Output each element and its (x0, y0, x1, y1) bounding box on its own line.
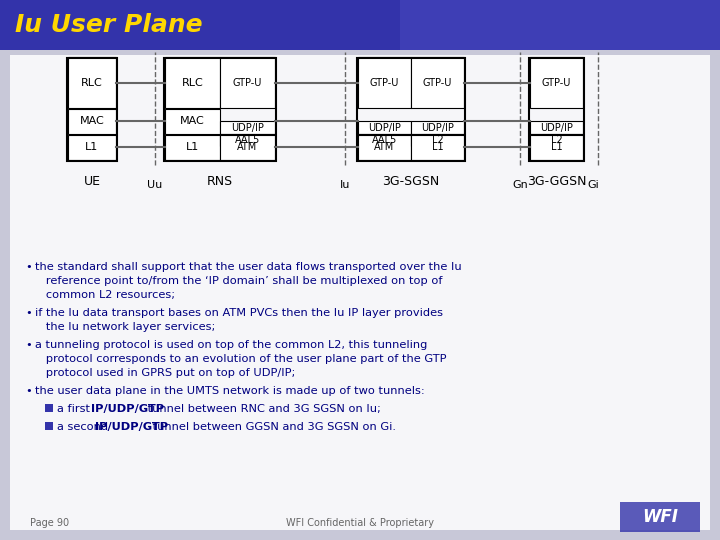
Text: UDP/IP: UDP/IP (421, 123, 454, 132)
Text: GTP-U: GTP-U (423, 78, 452, 87)
Bar (10, 55, 710, 530)
Text: Iu User Plane: Iu User Plane (15, 13, 202, 37)
Text: protocol corresponds to an evolution of the user plane part of the GTP: protocol corresponds to an evolution of … (35, 354, 446, 364)
Text: a second: a second (57, 422, 112, 432)
Text: L2: L2 (551, 135, 562, 145)
Text: reference point to/from the ‘IP domain’ shall be multiplexed on top of: reference point to/from the ‘IP domain’ … (35, 276, 443, 286)
Text: common L2 resources;: common L2 resources; (35, 290, 175, 300)
Bar (165, 135, 220, 160)
Text: GTP-U: GTP-U (233, 78, 262, 87)
Text: the Iu network layer services;: the Iu network layer services; (35, 322, 215, 332)
Text: GTP-U: GTP-U (542, 78, 571, 87)
Bar (400, 0, 720, 50)
Bar (68, 57, 116, 108)
Bar (45, 404, 53, 412)
Text: UDP/IP: UDP/IP (231, 123, 264, 132)
Bar (165, 109, 220, 134)
Bar (165, 57, 220, 108)
Text: protocol used in GPRS put on top of UDP/IP;: protocol used in GPRS put on top of UDP/… (35, 368, 295, 378)
Text: L1: L1 (432, 143, 444, 152)
Bar (411, 57, 464, 108)
Text: if the Iu data transport bases on ATM PVCs then the Iu IP layer provides: if the Iu data transport bases on ATM PV… (35, 308, 443, 318)
Text: •: • (25, 308, 32, 318)
Text: GTP-U: GTP-U (370, 78, 399, 87)
Bar (530, 134, 583, 146)
Text: •: • (25, 262, 32, 272)
Text: Gn: Gn (512, 180, 528, 190)
Text: WFI Confidential & Proprietary: WFI Confidential & Proprietary (286, 518, 434, 528)
Text: L2: L2 (431, 135, 444, 145)
Bar (45, 422, 53, 430)
Text: RLC: RLC (181, 78, 203, 87)
Text: tunnel between GGSN and 3G SGSN on Gi.: tunnel between GGSN and 3G SGSN on Gi. (148, 422, 396, 432)
Text: Iu: Iu (340, 180, 350, 190)
Text: AAL5: AAL5 (235, 135, 260, 145)
Bar (358, 121, 411, 134)
Bar (358, 134, 411, 146)
Bar (411, 135, 464, 160)
Bar (68, 135, 116, 160)
Bar (220, 57, 275, 108)
Text: UDP/IP: UDP/IP (540, 123, 573, 132)
Text: L1: L1 (186, 143, 199, 152)
Text: UE: UE (84, 175, 101, 188)
Bar (164, 58, 276, 161)
Bar (68, 109, 116, 134)
Text: RNS: RNS (207, 175, 233, 188)
Bar (0, 0, 720, 50)
Text: RLC: RLC (81, 78, 103, 87)
Bar (67, 58, 117, 161)
Text: Page 90: Page 90 (30, 518, 69, 528)
Text: the standard shall support that the user data flows transported over the Iu: the standard shall support that the user… (35, 262, 462, 272)
Text: a first: a first (57, 404, 94, 414)
Text: 3G-GGSN: 3G-GGSN (527, 175, 586, 188)
Text: tunnel between RNC and 3G SGSN on Iu;: tunnel between RNC and 3G SGSN on Iu; (145, 404, 382, 414)
Text: Gi: Gi (587, 180, 599, 190)
Text: AAL5: AAL5 (372, 135, 397, 145)
Bar (220, 135, 275, 160)
Bar (530, 121, 583, 134)
Text: L1: L1 (86, 143, 99, 152)
Text: the user data plane in the UMTS network is made up of two tunnels:: the user data plane in the UMTS network … (35, 386, 425, 396)
Bar (530, 57, 583, 108)
Text: MAC: MAC (180, 117, 205, 126)
Bar (530, 135, 583, 160)
Text: •: • (25, 386, 32, 396)
Bar (357, 58, 465, 161)
Text: ATM: ATM (374, 143, 395, 152)
Text: MAC: MAC (80, 117, 104, 126)
Text: Uu: Uu (148, 180, 163, 190)
Text: •: • (25, 340, 32, 350)
Bar (358, 135, 411, 160)
Bar (620, 502, 700, 532)
Text: ATM: ATM (238, 143, 258, 152)
Text: L1: L1 (551, 143, 562, 152)
Bar (411, 121, 464, 134)
Text: a tunneling protocol is used on top of the common L2, this tunneling: a tunneling protocol is used on top of t… (35, 340, 428, 350)
Text: WFI: WFI (642, 508, 678, 526)
Bar (411, 134, 464, 146)
Text: IP/UDP/GTP: IP/UDP/GTP (95, 422, 168, 432)
Bar (220, 121, 275, 134)
Text: UDP/IP: UDP/IP (368, 123, 401, 132)
Bar (220, 134, 275, 146)
Text: 3G-SGSN: 3G-SGSN (382, 175, 440, 188)
Text: IP/UDP/GTP: IP/UDP/GTP (91, 404, 164, 414)
Bar (358, 57, 411, 108)
Bar (529, 58, 584, 161)
